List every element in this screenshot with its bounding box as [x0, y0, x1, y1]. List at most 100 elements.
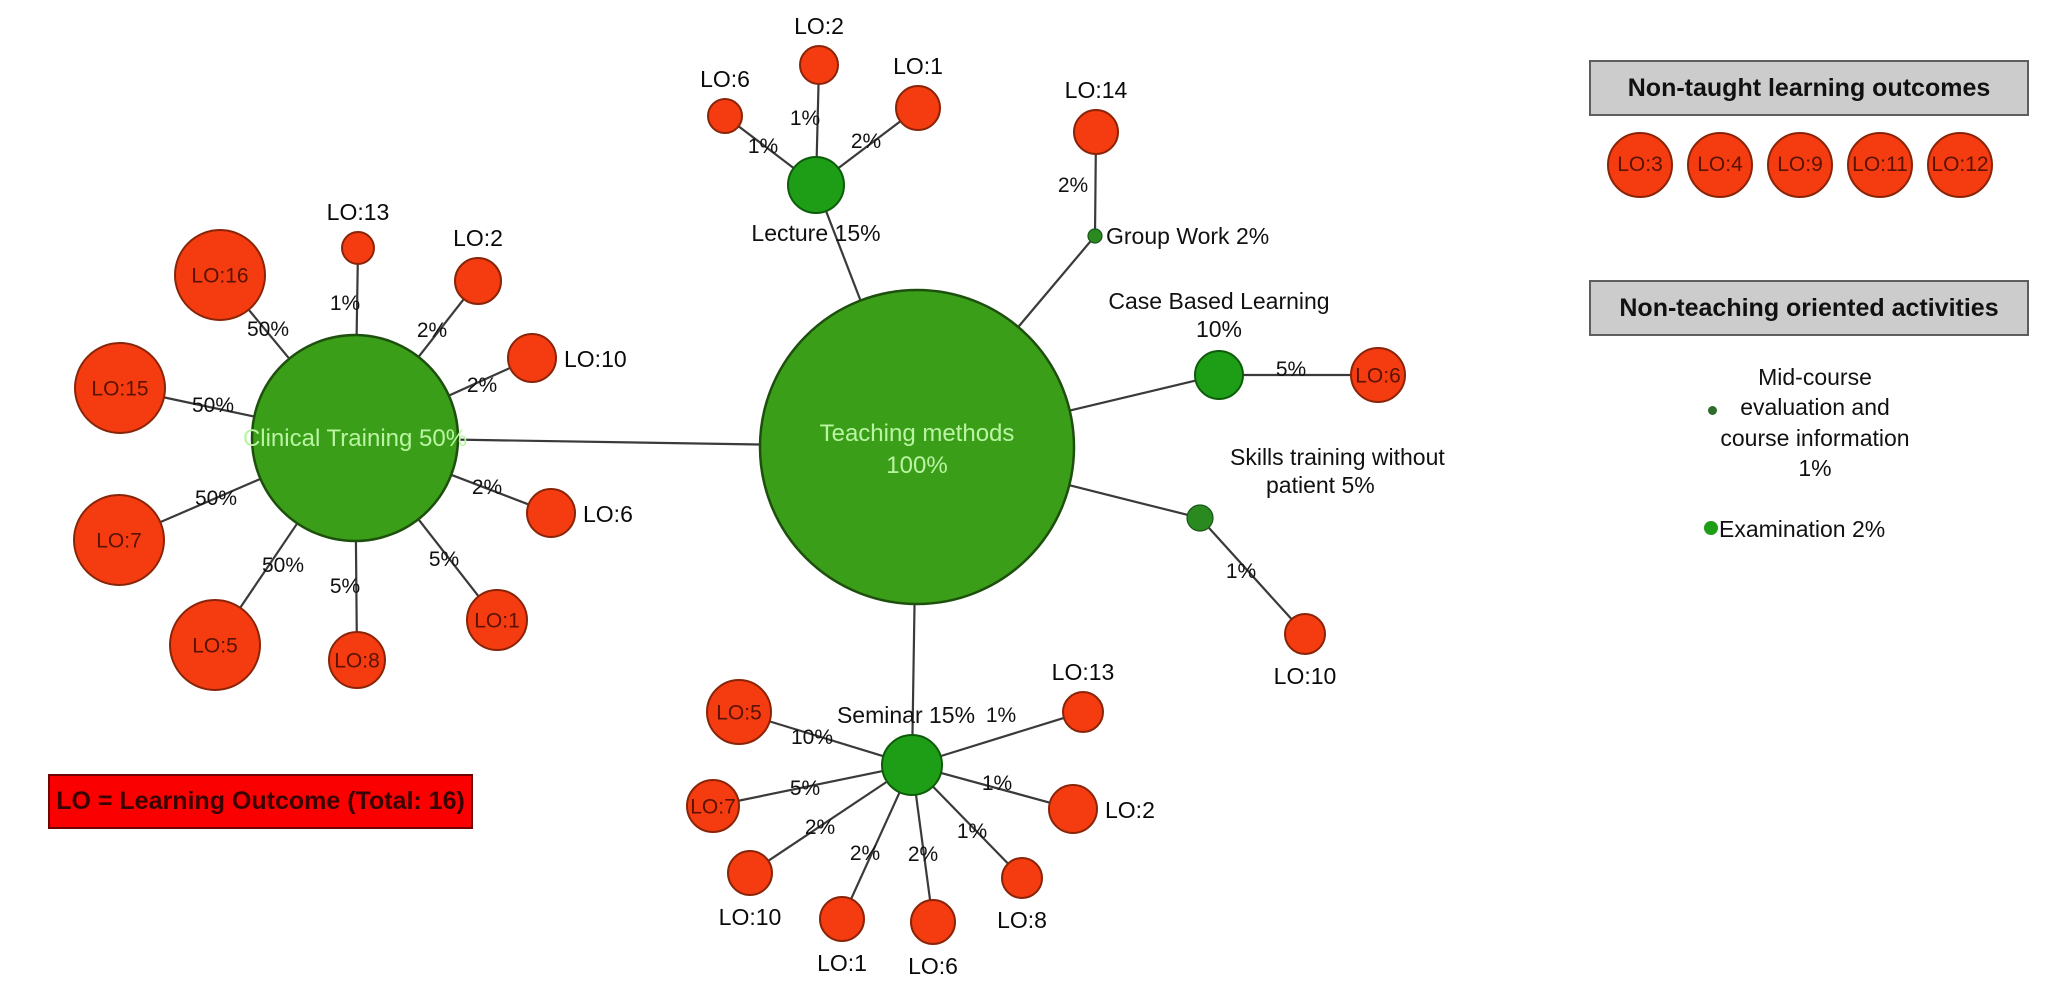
node-LO2-22[interactable] — [1048, 784, 1098, 834]
mid-course-line-3: course information — [1720, 424, 1910, 451]
label-LO8-21: LO:8 — [997, 907, 1047, 933]
label-LO6-10: LO:6 — [700, 66, 750, 92]
node-case-based-learning[interactable] — [1194, 350, 1244, 400]
node-LO6-14[interactable] — [1350, 347, 1406, 403]
edges-layer — [159, 83, 1351, 901]
edge-weight-LO15-4: 50% — [192, 394, 234, 417]
node-LO13-23[interactable] — [1062, 691, 1104, 733]
node-LO16-0[interactable] — [174, 229, 266, 321]
node-LO10-15[interactable] — [1284, 613, 1326, 655]
edge-weight-LO6-20: 2% — [908, 843, 938, 866]
label-case-based-learning-line-1: Case Based Learning — [1108, 288, 1329, 314]
edge-seminar-to-LO5-16 — [769, 720, 884, 758]
label-LO7-5: LO:7 — [96, 530, 142, 553]
label-LO6-9: LO:6 — [583, 501, 633, 527]
edge-weight-LO2-11: 1% — [790, 107, 820, 130]
edge-weight-LO7-17: 5% — [790, 777, 820, 800]
edge-clinical-training-to-LO13-1 — [355, 263, 359, 336]
node-LO1-8[interactable] — [466, 589, 528, 651]
node-LO5-16[interactable] — [706, 679, 772, 745]
edge-weight-LO7-5: 50% — [195, 487, 237, 510]
edge-weight-LO13-1: 1% — [330, 292, 360, 315]
non-teaching-item-examination: Examination 2% — [1719, 516, 1886, 542]
node-teaching-methods[interactable] — [758, 288, 1076, 606]
edge-weight-LO16-0: 50% — [247, 318, 289, 341]
node-LO15-4[interactable] — [74, 342, 166, 434]
legend-non-teaching-header: Non-teaching oriented activities — [1589, 280, 2029, 336]
edge-clinical-training-to-LO15-4 — [163, 396, 255, 418]
node-LO6-9[interactable] — [526, 488, 576, 538]
edge-skills-training-to-LO10-15 — [1207, 526, 1293, 620]
label-LO5-16: LO:5 — [716, 702, 762, 725]
edge-clinical-training-to-LO2-2 — [417, 298, 465, 358]
mid-course-line-4: 1% — [1798, 455, 1832, 482]
node-LO13-1[interactable] — [341, 231, 375, 265]
node-LO1-19[interactable] — [819, 896, 865, 942]
edge-seminar-to-LO10-18 — [767, 780, 888, 862]
node-LO7-17[interactable] — [686, 779, 740, 833]
edge-clinical-training-to-LO1-8 — [417, 518, 480, 598]
edge-root-to-lecture — [825, 210, 862, 301]
label-LO2-22: LO:2 — [1105, 797, 1155, 823]
edge-clinical-training-to-LO7-5 — [159, 477, 261, 524]
label-skills-training-line-1: Skills training without — [1230, 444, 1445, 470]
legend-lo-circle-lo12[interactable]: LO:12 — [1927, 132, 1993, 198]
node-LO7-5[interactable] — [73, 494, 165, 586]
label-lecture: Lecture 15% — [751, 220, 880, 246]
edge-root-to-clinical-training — [457, 438, 761, 446]
node-LO6-10[interactable] — [707, 98, 743, 134]
node-LO2-2[interactable] — [454, 257, 502, 305]
label-LO10-3: LO:10 — [564, 346, 627, 372]
node-clinical-training[interactable] — [250, 333, 460, 543]
node-LO8-21[interactable] — [1001, 857, 1043, 899]
edge-lecture-to-LO1-12 — [837, 120, 902, 170]
legend-non-taught-circles: LO:3 LO:4 LO:9 LO:11 LO:12 — [1589, 132, 2029, 212]
node-LO1-12[interactable] — [895, 85, 941, 131]
edge-weight-LO14-13: 2% — [1058, 174, 1088, 197]
examination-bullet-dot-icon — [1704, 521, 1718, 535]
edge-weight-LO8-7: 5% — [330, 575, 360, 598]
edge-root-to-group-work — [1017, 240, 1092, 328]
edge-seminar-to-LO8-21 — [932, 785, 1009, 865]
edge-seminar-to-LO6-20 — [914, 794, 932, 901]
edge-seminar-to-LO13-23 — [940, 716, 1065, 758]
node-skills-training[interactable] — [1186, 504, 1214, 532]
edge-weight-LO6-10: 1% — [748, 135, 778, 158]
node-LO2-11[interactable] — [799, 45, 839, 85]
legend-lo-circle-lo9[interactable]: LO:9 — [1767, 132, 1833, 198]
label-seminar: Seminar 15% — [837, 702, 975, 728]
edge-clinical-training-to-LO8-7 — [354, 540, 358, 633]
root-label-line-2: 100% — [886, 452, 947, 479]
legend-lo-circle-lo3[interactable]: LO:3 — [1607, 132, 1673, 198]
legend-lo-circle-lo11[interactable]: LO:11 — [1847, 132, 1913, 198]
edge-root-to-seminar — [911, 603, 916, 736]
node-seminar[interactable] — [881, 734, 943, 796]
node-LO10-3[interactable] — [507, 333, 557, 383]
edge-seminar-to-LO1-19 — [850, 791, 901, 900]
label-group-work: Group Work 2% — [1106, 223, 1269, 249]
node-LO5-6[interactable] — [169, 599, 261, 691]
node-LO10-18[interactable] — [727, 850, 773, 896]
mid-course-line-1: Mid-course — [1758, 364, 1872, 390]
edge-weight-LO5-16: 10% — [791, 726, 833, 749]
edge-lecture-to-LO6-10 — [737, 125, 795, 169]
edge-weight-LO10-18: 2% — [805, 816, 835, 839]
edge-weight-LO13-23: 1% — [986, 704, 1016, 727]
label-LO13-23: LO:13 — [1052, 659, 1115, 685]
node-LO14-13[interactable] — [1073, 109, 1119, 155]
edge-weight-LO10-15: 1% — [1226, 560, 1256, 583]
node-LO8-7[interactable] — [328, 631, 386, 689]
edge-weight-LO6-14: 5% — [1276, 358, 1306, 381]
nodes-layer — [73, 45, 1406, 945]
node-LO6-20[interactable] — [910, 899, 956, 945]
node-lecture[interactable] — [787, 156, 845, 214]
node-group-work[interactable] — [1087, 228, 1103, 244]
legend-lo-circle-lo4[interactable]: LO:4 — [1687, 132, 1753, 198]
label-LO14-13: LO:14 — [1065, 77, 1128, 103]
edge-weight-LO2-22: 1% — [982, 772, 1012, 795]
edge-root-to-case-based-learning — [1069, 379, 1196, 412]
non-teaching-item-mid-course: Mid-course evaluation and course informa… — [1690, 362, 1940, 483]
label-LO5-6: LO:5 — [192, 635, 238, 658]
label-LO16-0: LO:16 — [191, 265, 248, 288]
